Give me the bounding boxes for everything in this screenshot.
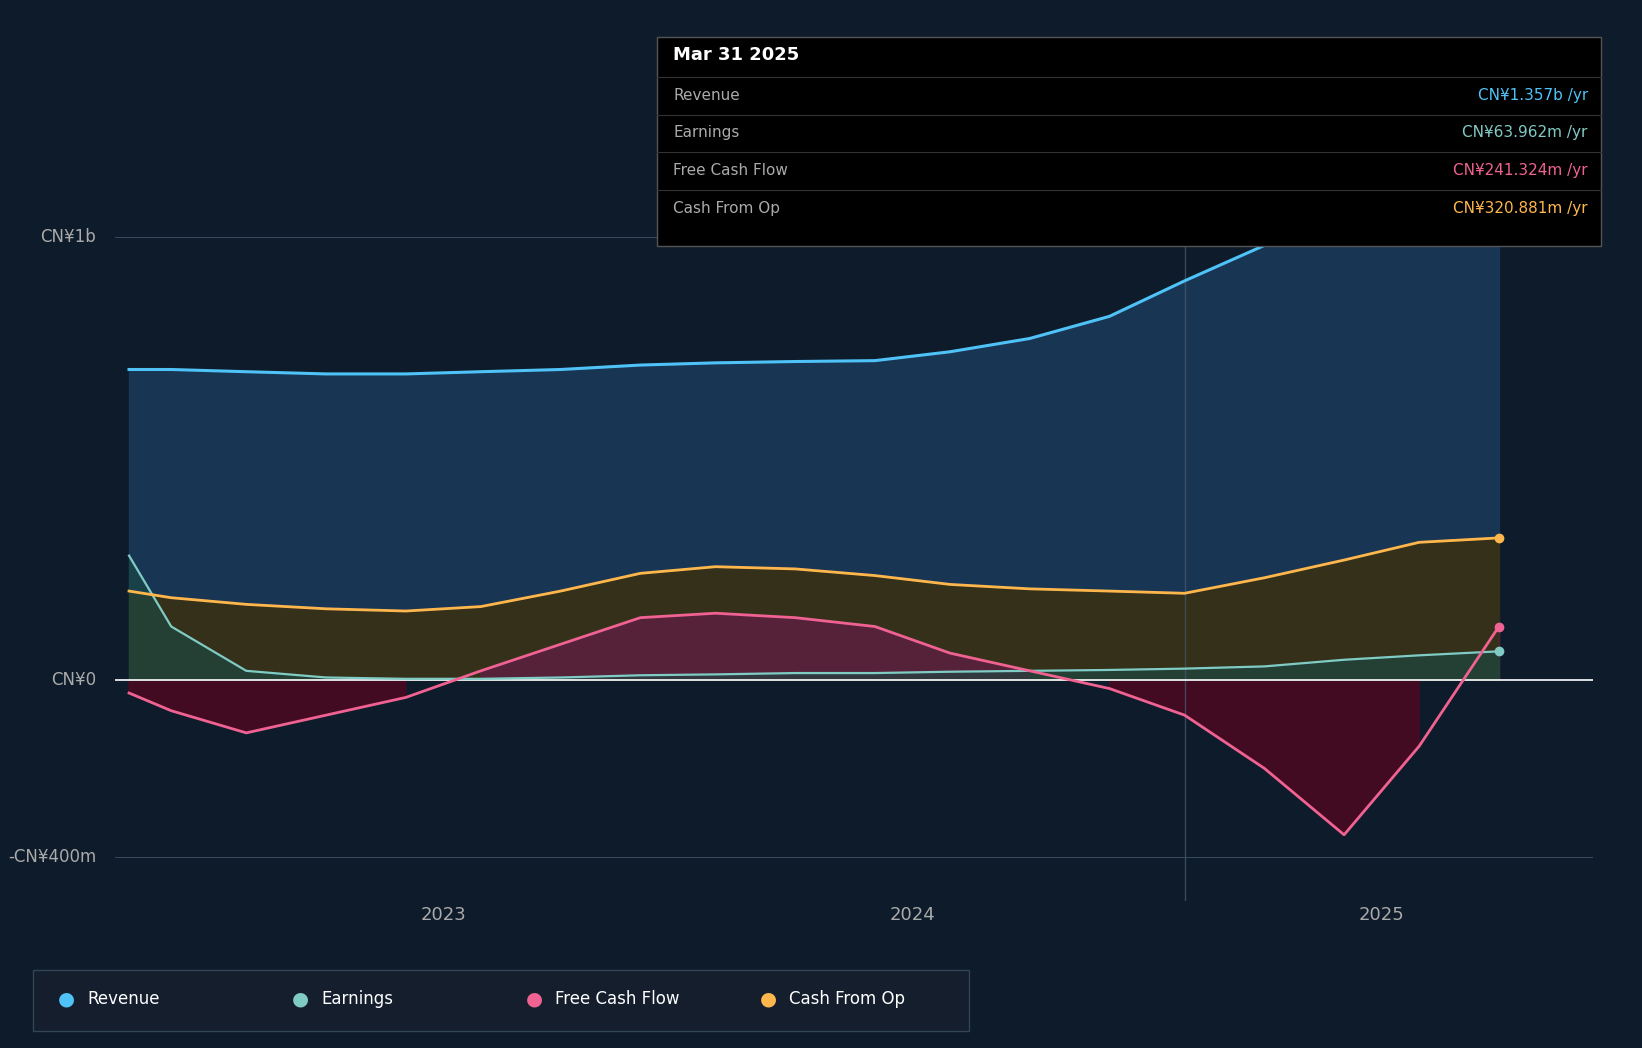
Text: Earnings: Earnings: [673, 126, 739, 140]
Text: ●: ●: [525, 989, 542, 1008]
Text: Revenue: Revenue: [87, 989, 159, 1008]
Text: CN¥320.881m /yr: CN¥320.881m /yr: [1453, 201, 1588, 216]
Text: CN¥63.962m /yr: CN¥63.962m /yr: [1463, 126, 1588, 140]
Text: ●: ●: [760, 989, 777, 1008]
Text: Free Cash Flow: Free Cash Flow: [673, 163, 788, 178]
Text: Mar 31 2025: Mar 31 2025: [673, 46, 800, 64]
Text: ●: ●: [292, 989, 309, 1008]
Text: CN¥241.324m /yr: CN¥241.324m /yr: [1453, 163, 1588, 178]
Text: CN¥1.357b /yr: CN¥1.357b /yr: [1478, 88, 1588, 103]
Text: Revenue: Revenue: [673, 88, 741, 103]
Text: Free Cash Flow: Free Cash Flow: [555, 989, 680, 1008]
Text: Past: Past: [1484, 166, 1517, 180]
Text: Cash From Op: Cash From Op: [673, 201, 780, 216]
Text: ●: ●: [57, 989, 74, 1008]
Text: CN¥1b: CN¥1b: [41, 227, 97, 245]
Text: Cash From Op: Cash From Op: [790, 989, 905, 1008]
Text: -CN¥400m: -CN¥400m: [8, 848, 97, 866]
Text: Earnings: Earnings: [322, 989, 392, 1008]
Text: CN¥0: CN¥0: [51, 671, 97, 689]
